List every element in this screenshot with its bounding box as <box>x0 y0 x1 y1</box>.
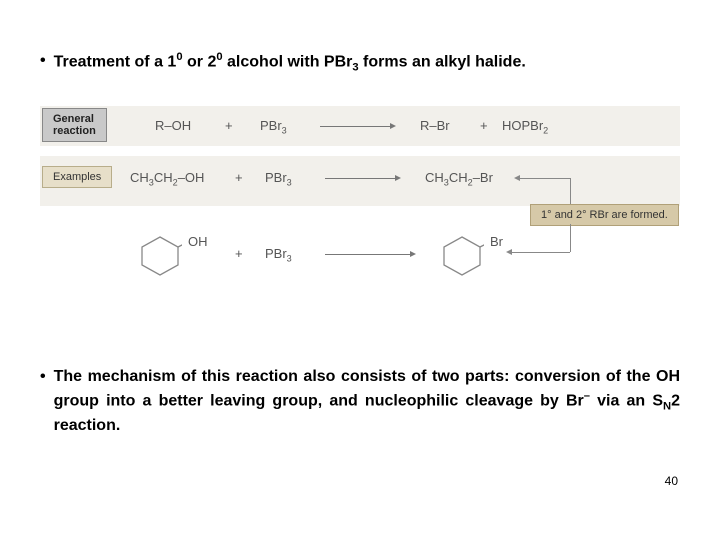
hopbr2: HOPBr2 <box>502 118 548 136</box>
cyclohex-oh: OH <box>188 234 208 249</box>
arrow-3-head <box>410 251 416 257</box>
label-general-reaction: Generalreaction <box>42 108 107 142</box>
arrow-1 <box>320 126 390 127</box>
bullet-top-text: Treatment of a 10 or 20 alcohol with PBr… <box>54 50 526 76</box>
conn-arr1 <box>514 175 520 181</box>
conn-h1 <box>520 178 570 179</box>
plus-3: + <box>235 246 243 261</box>
conn-v1 <box>570 178 571 204</box>
cyclohex-br: Br <box>490 234 503 249</box>
pbr3-2: PBr3 <box>265 170 292 188</box>
plus-2: + <box>235 170 243 185</box>
bullet-bottom: • The mechanism of this reaction also co… <box>40 366 680 437</box>
r-oh: R–OH <box>155 118 191 133</box>
arrow-2 <box>325 178 395 179</box>
pbr3-3: PBr3 <box>265 246 292 264</box>
conn-arr2 <box>506 249 512 255</box>
bullet-dot: • <box>40 50 46 72</box>
cyclohexyl-br-hex <box>440 234 484 278</box>
conn-h2 <box>512 252 570 253</box>
arrow-1-head <box>390 123 396 129</box>
conn-v2 <box>570 224 571 252</box>
page-number: 40 <box>665 474 678 488</box>
bullet-dot-2: • <box>40 366 46 388</box>
arrow-2-head <box>395 175 401 181</box>
pbr3-1: PBr3 <box>260 118 287 136</box>
ethyl-bromide: CH3CH2–Br <box>425 170 493 188</box>
r-br: R–Br <box>420 118 450 133</box>
reaction-diagram: Generalreaction Examples R–OH + PBr3 R–B… <box>40 96 680 326</box>
arrow-3 <box>325 254 410 255</box>
cyclohexanol-hex <box>138 234 182 278</box>
ethanol: CH3CH2–OH <box>130 170 204 188</box>
bullet-bottom-text: The mechanism of this reaction also cons… <box>54 366 680 437</box>
note-rbr-formed: 1° and 2° RBr are formed. <box>530 204 679 226</box>
plus-1a: + <box>225 118 233 133</box>
label-examples: Examples <box>42 166 112 188</box>
plus-1b: + <box>480 118 488 133</box>
bullet-top: • Treatment of a 10 or 20 alcohol with P… <box>40 50 680 76</box>
